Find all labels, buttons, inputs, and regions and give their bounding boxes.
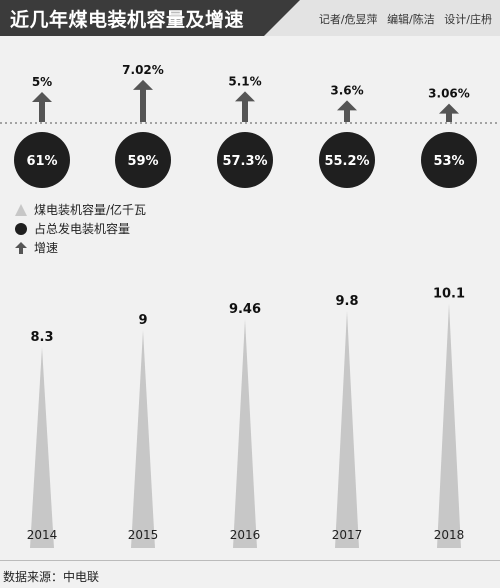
legend-item-share: 占总发电装机容量 [14, 219, 146, 238]
share-value-label: 53% [433, 154, 464, 169]
header: 近几年煤电装机容量及增速 记者/危昱萍 编辑/陈洁 设计/庄枬 [0, 0, 500, 36]
page-title: 近几年煤电装机容量及增速 [10, 9, 245, 31]
bottom-divider [0, 560, 500, 561]
x-tick-label: 2015 [128, 528, 159, 542]
growth-arrow [439, 103, 459, 122]
legend-item-capacity: 煤电装机容量/亿千瓦 [14, 200, 146, 219]
arrow-up-icon [15, 241, 27, 254]
x-tick-label: 2017 [332, 528, 363, 542]
triangle-icon [15, 203, 27, 216]
growth-value-label: 5.1% [228, 74, 261, 88]
capacity-triangle [30, 347, 54, 548]
chart: 8.3 9 9.46 9.8 10.1 61% 59% 57.3% 55.2% 53% 5% 7.02… [0, 63, 500, 548]
share-value-label: 61% [26, 154, 57, 169]
legend-label-share: 占总发电装机容量 [34, 222, 131, 236]
share-value-label: 55.2% [324, 154, 369, 169]
growth-value-label: 5% [32, 75, 52, 89]
share-value-label: 59% [127, 154, 158, 169]
legend: 煤电装机容量/亿千瓦 占总发电装机容量 增速 [14, 200, 146, 257]
capacity-value-label: 8.3 [30, 330, 53, 345]
growth-arrow [32, 92, 52, 122]
x-tick-label: 2018 [434, 528, 465, 542]
legend-label-growth: 增速 [34, 241, 59, 255]
share-circle [14, 132, 70, 188]
x-tick-label: 2014 [27, 528, 58, 542]
capacity-triangle [131, 330, 155, 548]
capacity-triangle [233, 319, 257, 548]
growth-arrow [133, 79, 153, 122]
growth-arrow [235, 91, 255, 122]
capacity-triangle [335, 310, 359, 548]
capacity-triangle [437, 303, 461, 548]
share-circle [217, 132, 273, 188]
x-tick-label: 2016 [230, 528, 261, 542]
credit-editor: 编辑/陈洁 [387, 13, 435, 26]
share-circle [421, 132, 477, 188]
capacity-value-label: 10.1 [433, 287, 465, 302]
credit-reporter: 记者/危昱萍 [318, 13, 378, 26]
growth-value-label: 7.02% [122, 63, 164, 77]
capacity-value-label: 9 [138, 313, 147, 328]
share-circle [319, 132, 375, 188]
title-block [0, 0, 300, 36]
credit-designer: 设计/庄枬 [444, 13, 492, 26]
share-circle [115, 132, 171, 188]
growth-arrow [337, 100, 357, 122]
growth-value-label: 3.6% [330, 83, 363, 97]
circle-icon [15, 222, 27, 235]
legend-label-capacity: 煤电装机容量/亿千瓦 [34, 203, 147, 217]
legend-item-growth: 增速 [14, 238, 146, 257]
data-source: 数据来源：中电联 [3, 570, 100, 584]
capacity-value-label: 9.8 [335, 294, 358, 309]
growth-value-label: 3.06% [428, 87, 470, 101]
capacity-value-label: 9.46 [229, 302, 261, 317]
share-value-label: 57.3% [222, 154, 267, 169]
credits: 记者/危昱萍 编辑/陈洁 设计/庄枬 [313, 11, 492, 27]
